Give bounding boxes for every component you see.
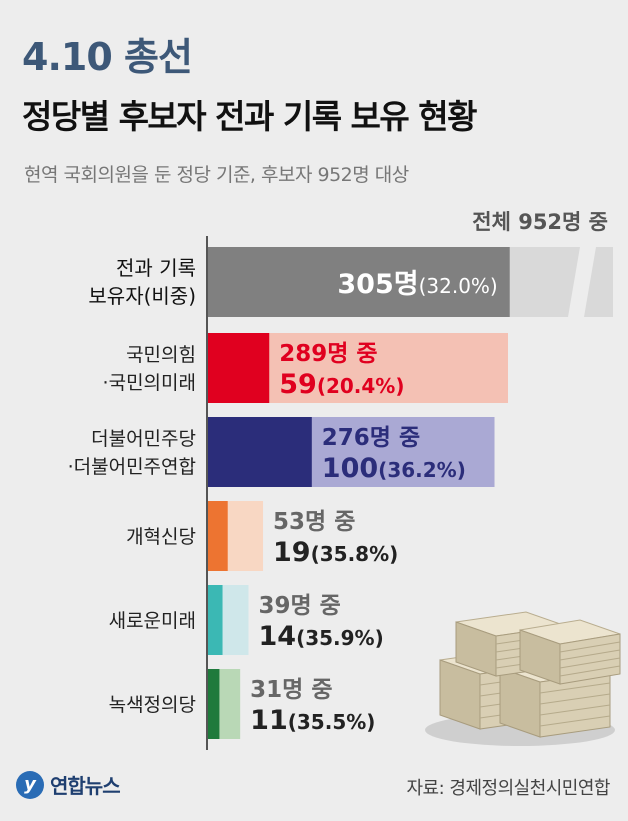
party-label-line: ·국민의미래 bbox=[103, 372, 196, 394]
money-stack-edge bbox=[539, 715, 611, 727]
logo-text: 연합뉴스 bbox=[50, 774, 121, 798]
party-record-count: 19 bbox=[273, 537, 311, 568]
page-subtitle: 현역 국회의원을 둔 정당 기준, 후보자 952명 대상 bbox=[24, 164, 409, 186]
party-record-label: 14(35.9%) bbox=[258, 621, 383, 652]
party-record-bar bbox=[208, 417, 312, 487]
party-record-percent: (20.4%) bbox=[317, 374, 405, 398]
party-label: 새로운미래 bbox=[109, 610, 196, 632]
party-record-percent: (35.5%) bbox=[288, 710, 376, 734]
party-record-bar bbox=[208, 585, 223, 655]
party-candidates-label: 39명 중 bbox=[258, 593, 340, 619]
party-record-bar bbox=[208, 501, 228, 571]
party-label-line: 개혁신당 bbox=[126, 526, 196, 548]
money-stack-edge bbox=[539, 693, 611, 705]
money-stack-edge bbox=[559, 665, 621, 677]
party-record-bar bbox=[208, 333, 270, 403]
money-stack-edge bbox=[559, 641, 621, 653]
source-note: 자료: 경제정의실천시민연합 bbox=[406, 778, 610, 799]
overall-row-label-line: 보유자(비중) bbox=[88, 284, 196, 308]
party-label-line: ·더불어민주연합 bbox=[68, 456, 196, 478]
party-label-line: 더불어민주당 bbox=[91, 428, 196, 450]
overall-count: 305명 bbox=[337, 269, 418, 300]
page-title: 정당별 후보자 전과 기록 보유 현황 bbox=[22, 97, 477, 136]
party-record-label: 100(36.2%) bbox=[322, 453, 466, 484]
party-candidates-label: 53명 중 bbox=[273, 509, 355, 535]
money-stack-edge bbox=[559, 657, 621, 669]
overall-record-bar bbox=[208, 247, 510, 317]
party-label: 국민의힘 ·국민의미래 bbox=[103, 344, 196, 394]
party-record-count: 59 bbox=[279, 369, 317, 400]
header-badge: 4.10 총선 bbox=[22, 35, 193, 79]
party-record-percent: (35.8%) bbox=[311, 542, 399, 566]
money-stack-edge bbox=[539, 682, 611, 694]
party-record-label: 59(20.4%) bbox=[279, 369, 404, 400]
overall-row-label-line: 전과 기록 bbox=[116, 256, 196, 280]
yonhap-logo: y 연합뉴스 bbox=[16, 770, 121, 799]
party-label-line: 새로운미래 bbox=[109, 610, 196, 632]
money-stack-front bbox=[559, 633, 621, 685]
party-record-count: 11 bbox=[250, 705, 288, 736]
party-label-line: 녹색정의당 bbox=[109, 694, 196, 716]
party-record-percent: (35.9%) bbox=[296, 626, 384, 650]
party-candidates-label: 276명 중 bbox=[322, 425, 420, 451]
overall-value-label: 305명(32.0%) bbox=[337, 269, 497, 300]
party-candidates-label: 31명 중 bbox=[250, 677, 332, 703]
party-label: 녹색정의당 bbox=[109, 694, 196, 716]
party-candidates-label: 289명 중 bbox=[279, 341, 377, 367]
party-record-label: 11(35.5%) bbox=[250, 705, 375, 736]
scale-break-mark bbox=[568, 247, 596, 317]
overall-percent: (32.0%) bbox=[419, 274, 498, 298]
party-label-line: 국민의힘 bbox=[126, 344, 196, 366]
money-stack-edge bbox=[559, 649, 621, 661]
yonhap-logo-icon: y bbox=[16, 770, 44, 799]
party-record-bar bbox=[208, 669, 220, 739]
total-candidates-label: 전체 952명 중 bbox=[472, 210, 608, 234]
party-record-count: 14 bbox=[258, 621, 296, 652]
party-record-percent: (36.2%) bbox=[378, 458, 466, 482]
party-label: 개혁신당 bbox=[126, 526, 196, 548]
party-record-label: 19(35.8%) bbox=[273, 537, 398, 568]
party-record-count: 100 bbox=[322, 453, 378, 484]
money-stack-edge bbox=[539, 704, 611, 716]
party-label: 더불어민주당 ·더불어민주연합 bbox=[68, 428, 196, 478]
